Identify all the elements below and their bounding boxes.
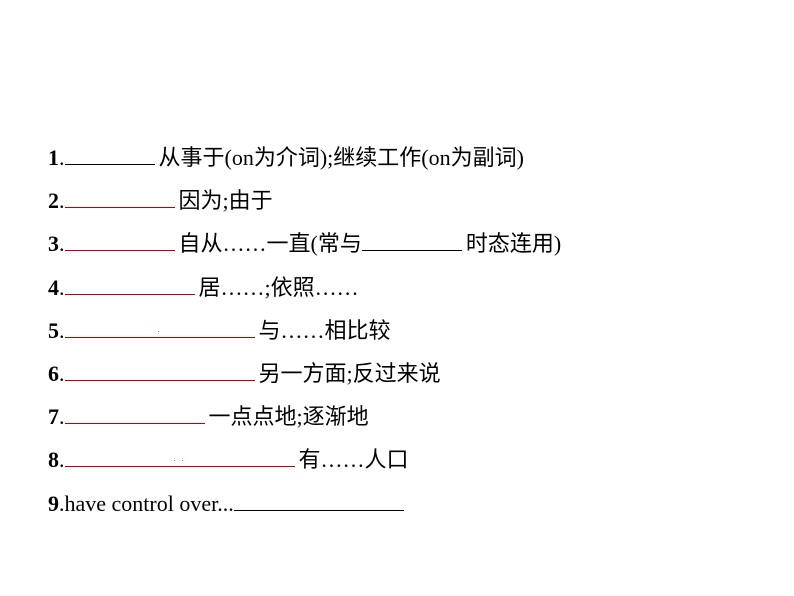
item-text: 自从……一直(常与 — [179, 226, 362, 261]
item-number: 4 — [48, 270, 59, 305]
fill-blank[interactable] — [65, 229, 175, 251]
item-text: 从事于(on为介词);继续工作(on为副词) — [159, 140, 524, 175]
dots-marker: . . — [174, 455, 186, 463]
item-text: 一点点地;逐渐地 — [209, 399, 369, 434]
item-number: 3 — [48, 226, 59, 261]
item-number: 8 — [48, 442, 59, 477]
list-item: 2. 因为;由于 — [48, 183, 746, 218]
fill-blank[interactable] — [65, 143, 155, 165]
item-number: 6 — [48, 356, 59, 391]
exercise-list: 1. 从事于(on为介词);继续工作(on为副词) 2. 因为;由于 3. 自从… — [48, 140, 746, 521]
fill-blank[interactable] — [65, 359, 255, 381]
list-item: 3. 自从……一直(常与 时态连用) — [48, 226, 746, 261]
fill-blank[interactable] — [65, 186, 175, 208]
fill-blank[interactable] — [234, 489, 404, 511]
list-item: 9. have control over... — [48, 486, 746, 521]
list-item: 1. 从事于(on为介词);继续工作(on为副词) — [48, 140, 746, 175]
fill-blank[interactable] — [65, 402, 205, 424]
item-text: 居……;依照…… — [199, 270, 359, 305]
fill-blank[interactable] — [65, 273, 195, 295]
item-text: 有……人口 — [299, 442, 409, 477]
item-text: 与……相比较 — [259, 313, 391, 348]
fill-blank[interactable]: . . — [65, 445, 295, 467]
list-item: 5. . 与……相比较 — [48, 313, 746, 348]
fill-blank[interactable]: . — [65, 316, 255, 338]
fill-blank[interactable] — [362, 229, 462, 251]
item-number: 9 — [48, 486, 59, 521]
item-text: 因为;由于 — [179, 183, 273, 218]
item-number: 1 — [48, 140, 59, 175]
list-item: 6. 另一方面;反过来说 — [48, 356, 746, 391]
list-item: 8. . . 有……人口 — [48, 442, 746, 477]
list-item: 4. 居……;依照…… — [48, 270, 746, 305]
item-english-text: have control over... — [65, 486, 234, 521]
item-text: 时态连用) — [466, 226, 561, 261]
item-number: 7 — [48, 399, 59, 434]
item-number: 5 — [48, 313, 59, 348]
list-item: 7. 一点点地;逐渐地 — [48, 399, 746, 434]
item-text: 另一方面;反过来说 — [259, 356, 441, 391]
item-number: 2 — [48, 183, 59, 218]
dots-marker: . — [158, 326, 162, 334]
